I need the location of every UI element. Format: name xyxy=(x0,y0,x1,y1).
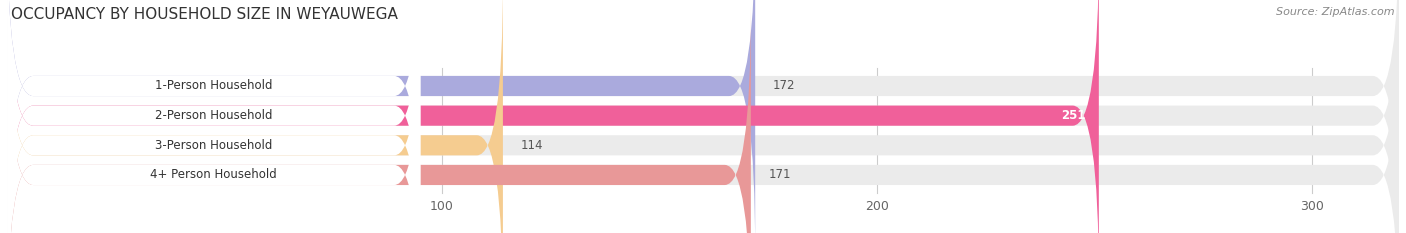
FancyBboxPatch shape xyxy=(7,0,420,233)
FancyBboxPatch shape xyxy=(7,7,420,233)
FancyBboxPatch shape xyxy=(7,0,1399,233)
FancyBboxPatch shape xyxy=(7,0,503,233)
Text: 1-Person Household: 1-Person Household xyxy=(155,79,273,93)
FancyBboxPatch shape xyxy=(7,0,1399,233)
Text: 4+ Person Household: 4+ Person Household xyxy=(150,168,277,182)
FancyBboxPatch shape xyxy=(7,0,1099,233)
FancyBboxPatch shape xyxy=(7,0,755,233)
Text: 171: 171 xyxy=(768,168,790,182)
FancyBboxPatch shape xyxy=(7,0,420,233)
Text: 172: 172 xyxy=(773,79,796,93)
Text: 3-Person Household: 3-Person Household xyxy=(155,139,273,152)
FancyBboxPatch shape xyxy=(7,7,1399,233)
Text: 251: 251 xyxy=(1062,109,1085,122)
FancyBboxPatch shape xyxy=(7,0,420,233)
Text: Source: ZipAtlas.com: Source: ZipAtlas.com xyxy=(1277,7,1395,17)
FancyBboxPatch shape xyxy=(7,7,751,233)
Text: 114: 114 xyxy=(520,139,543,152)
Text: 2-Person Household: 2-Person Household xyxy=(155,109,273,122)
FancyBboxPatch shape xyxy=(7,0,1399,233)
Text: OCCUPANCY BY HOUSEHOLD SIZE IN WEYAUWEGA: OCCUPANCY BY HOUSEHOLD SIZE IN WEYAUWEGA xyxy=(11,7,398,22)
